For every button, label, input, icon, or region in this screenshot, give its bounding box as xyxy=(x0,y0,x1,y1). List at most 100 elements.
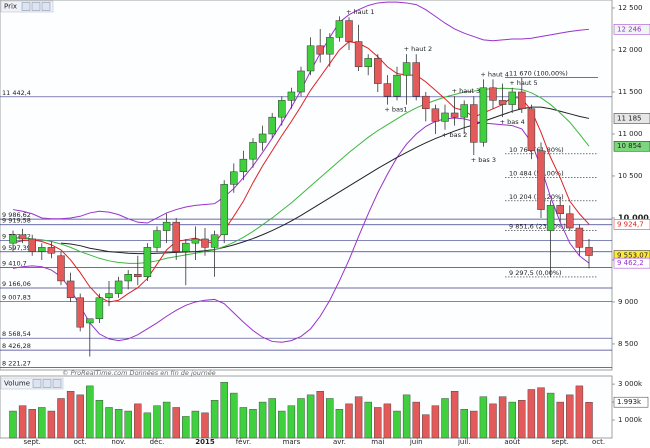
candle-body xyxy=(114,280,123,294)
tool-icon[interactable] xyxy=(52,379,62,388)
volume-bar xyxy=(489,403,497,439)
volume-bar xyxy=(306,394,315,439)
candle-body xyxy=(57,255,65,282)
volume-bar xyxy=(460,409,468,439)
price-label: 9 553,07 xyxy=(617,252,648,260)
volume-bar xyxy=(422,414,430,439)
candle-body xyxy=(306,45,315,72)
volume-bar xyxy=(38,407,46,439)
volume-bar xyxy=(86,385,94,439)
volume-bar xyxy=(326,398,334,439)
candle-body xyxy=(182,242,190,252)
price-label: 10 854 xyxy=(617,142,642,150)
tool-icon[interactable] xyxy=(21,2,31,11)
volume-bar xyxy=(268,398,276,439)
volume-bar xyxy=(105,407,113,439)
volume-bar xyxy=(114,409,123,439)
volume-bar xyxy=(575,385,584,439)
volume-bar xyxy=(383,403,392,439)
candle-body xyxy=(585,247,593,256)
fib-label: 10 484 (50,00%) xyxy=(509,169,564,177)
level-label: 8 221,27 xyxy=(2,359,31,367)
candle-body xyxy=(134,273,142,278)
candle-body xyxy=(86,318,94,324)
volume-header xyxy=(0,377,64,390)
volume-bar xyxy=(518,400,526,439)
volume-bar xyxy=(66,391,75,439)
volume-bar xyxy=(239,407,248,439)
level-label: 9 919,58 xyxy=(2,217,31,225)
candle-body xyxy=(412,62,420,97)
level-label: 9 007,83 xyxy=(2,293,31,301)
price-box xyxy=(613,219,650,230)
candle-body xyxy=(508,91,516,105)
candle-body xyxy=(364,58,372,68)
note-label: + bas 2 xyxy=(442,131,467,139)
candle-body xyxy=(38,247,46,252)
fib-label: 10 764 (61,80%) xyxy=(509,146,564,154)
candle-body xyxy=(546,205,555,231)
candle-body xyxy=(527,108,536,152)
candle-body xyxy=(345,20,353,42)
volume-bar xyxy=(278,410,286,439)
volume-bar xyxy=(527,389,536,439)
x-tick-label: sept. xyxy=(552,438,569,446)
price-label: 11 185 xyxy=(617,114,642,122)
price-label: 9 924,7 xyxy=(617,220,644,228)
volume-bar xyxy=(9,410,17,439)
candle-body xyxy=(556,205,564,215)
candle-body xyxy=(297,70,305,93)
note-label: + haut 5 xyxy=(509,79,538,87)
x-tick-label: avr. xyxy=(333,438,346,446)
fib-label: 9 851,6 (23,60%) xyxy=(509,222,566,230)
candle-body xyxy=(249,142,257,160)
price-title: Prix xyxy=(4,3,17,11)
level-label: 9 166,06 xyxy=(2,280,31,288)
x-tick-label: juil. xyxy=(457,438,471,446)
candle-body xyxy=(518,91,526,110)
volume-bar xyxy=(498,396,507,439)
x-tick-label: 2015 xyxy=(195,438,215,446)
candle-body xyxy=(143,247,152,278)
candle-body xyxy=(326,37,334,55)
candle-body xyxy=(335,20,344,38)
level-label: 8 426,28 xyxy=(2,342,31,350)
volume-bar xyxy=(191,410,200,439)
tool-icon[interactable] xyxy=(42,379,52,388)
candle-body xyxy=(28,238,36,252)
volume-bar xyxy=(345,403,353,439)
level-label: 11 442,4 xyxy=(2,89,31,97)
x-axis: sept. oct. nov. déc. 2015 févr. mars avr. mai jui… xyxy=(24,438,606,446)
fib-label: 11 670 (100,00%) xyxy=(509,70,568,78)
volume-bar xyxy=(335,409,344,439)
candle-body xyxy=(124,273,132,282)
tool-icon[interactable] xyxy=(41,2,51,11)
x-tick-label: mars xyxy=(283,438,301,446)
tool-icon[interactable] xyxy=(31,2,41,11)
volume-bar xyxy=(258,401,267,439)
price-box xyxy=(613,113,650,124)
volume-bar xyxy=(210,400,219,439)
candle-body xyxy=(479,87,488,143)
level-label: 9 410,7 xyxy=(2,259,27,267)
candle-body xyxy=(287,91,296,101)
candle-body xyxy=(470,104,478,143)
tool-icon[interactable] xyxy=(32,379,42,388)
price-box xyxy=(613,257,650,269)
candle-body xyxy=(441,112,449,122)
note-label: + haut 1 xyxy=(346,8,375,16)
candle-body xyxy=(498,100,507,105)
candle-body xyxy=(105,293,113,299)
x-tick-label: déc. xyxy=(150,438,165,446)
volume-bar xyxy=(230,392,238,439)
candle-body xyxy=(66,280,75,299)
x-tick-label: nov. xyxy=(111,438,126,446)
candle-body xyxy=(383,83,392,97)
volume-bar xyxy=(470,410,478,439)
note-label: + bas1 xyxy=(384,106,407,114)
volume-bar xyxy=(546,392,555,439)
volume-bar xyxy=(95,400,104,439)
candle-body xyxy=(460,104,468,118)
